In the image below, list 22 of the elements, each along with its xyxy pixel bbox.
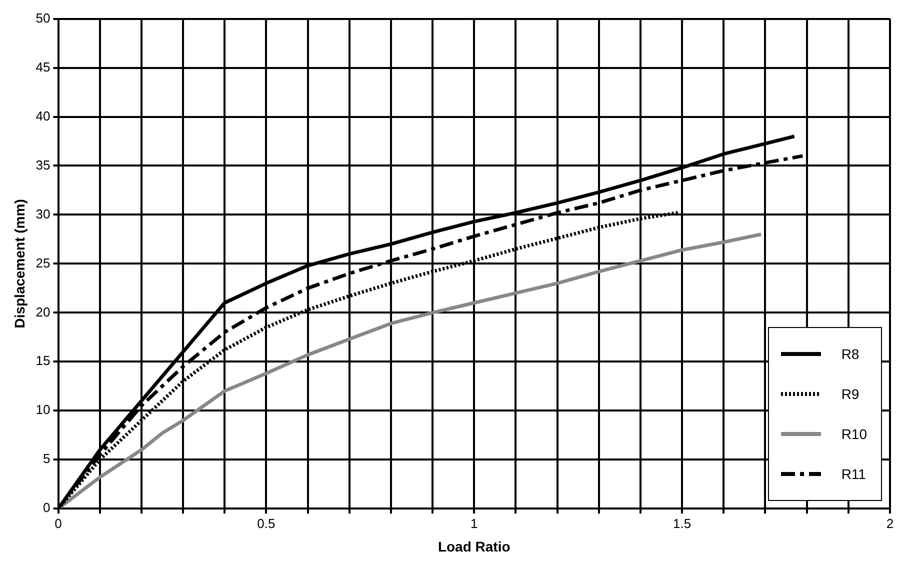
- y-tick-label: 5: [43, 451, 50, 466]
- legend-label: R9: [841, 386, 860, 402]
- y-tick-label: 0: [43, 500, 50, 516]
- y-tick-label: 10: [36, 402, 50, 418]
- x-tick-label: 2: [886, 516, 894, 531]
- y-tick-label: 20: [36, 304, 50, 320]
- x-axis-title: Load Ratio: [438, 538, 510, 554]
- y-tick-label: 15: [36, 353, 50, 368]
- y-tick-label: 35: [36, 157, 50, 172]
- y-axis-title: Displacement (mm): [11, 199, 28, 328]
- y-tick-label: 30: [36, 206, 50, 222]
- x-tick-label: 0.5: [257, 516, 276, 531]
- y-tick-label: 50: [36, 10, 50, 26]
- y-tick-label: 45: [36, 59, 50, 74]
- legend-label: R10: [841, 426, 867, 442]
- x-tick-label: 1: [470, 516, 478, 531]
- y-tick-label: 40: [36, 108, 50, 124]
- x-tick-label: 1.5: [673, 516, 692, 531]
- x-tick-label: 0: [54, 516, 62, 531]
- legend-label: R11: [841, 466, 866, 482]
- y-tick-label: 25: [36, 255, 50, 270]
- legend-label: R8: [841, 346, 860, 362]
